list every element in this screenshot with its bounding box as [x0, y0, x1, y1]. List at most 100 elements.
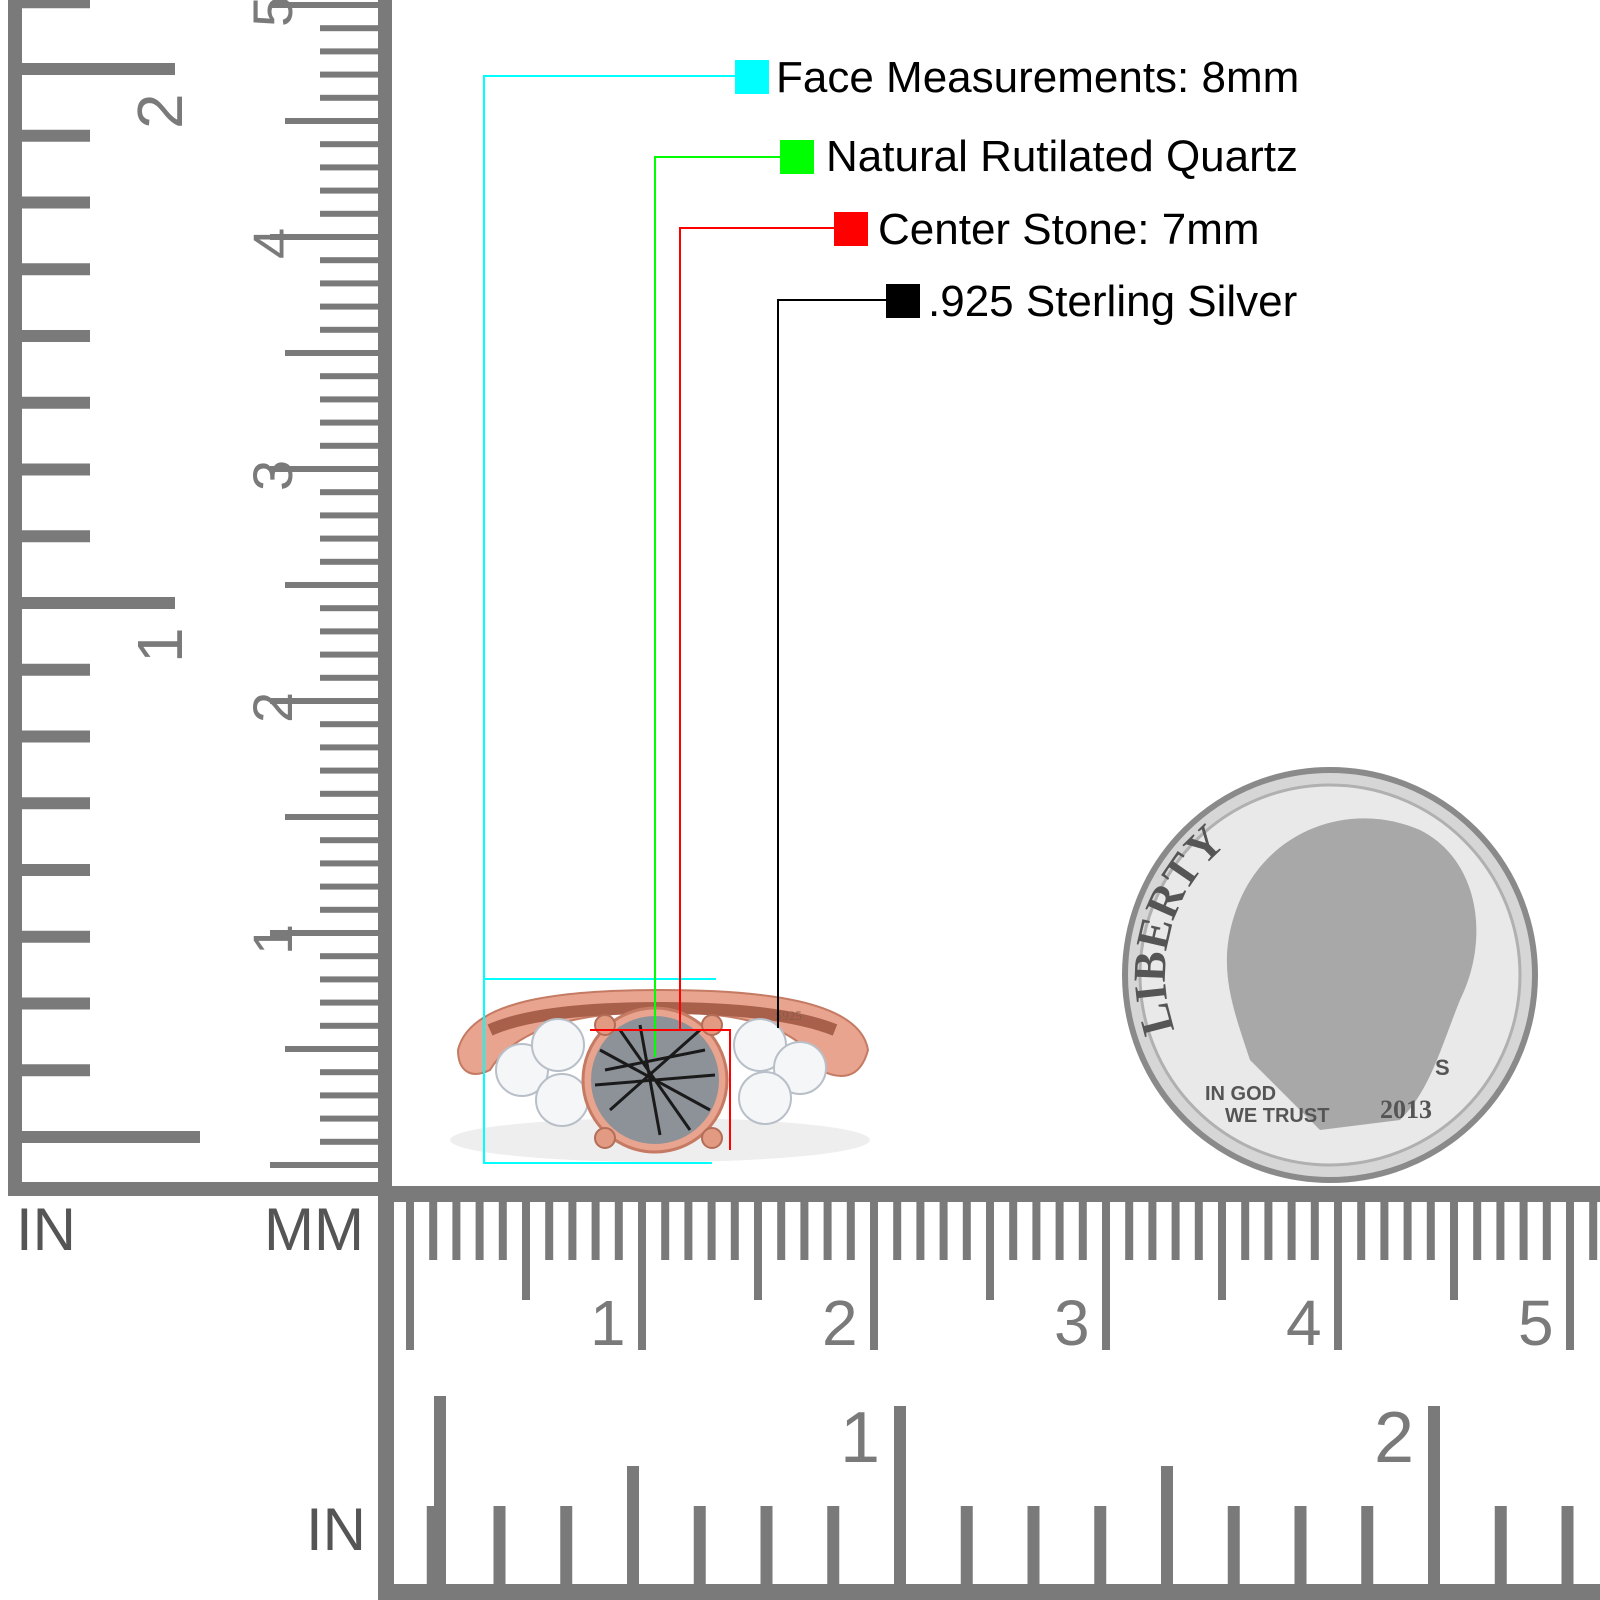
mm-tick — [320, 976, 380, 983]
mm-tick — [320, 419, 380, 426]
cm-label: 1 — [241, 924, 304, 955]
inch-tick — [20, 0, 90, 9]
mm-tick — [320, 48, 380, 55]
legend-swatch — [735, 60, 769, 94]
mm-tick — [1496, 1200, 1505, 1260]
mm-tick — [320, 187, 380, 194]
inch-tick — [1561, 1506, 1574, 1586]
vertical-ruler: 1 2 3 4 5 1 2 — [8, 0, 392, 1196]
mm-tick — [270, 930, 380, 936]
inch-tick — [693, 1506, 706, 1586]
mm-tick — [270, 234, 380, 240]
mm-tick — [320, 512, 380, 519]
mm-tick — [320, 396, 380, 403]
inch-tick — [1227, 1506, 1240, 1586]
legend-metal: .925 Sterling Silver — [928, 277, 1298, 326]
mm-tick — [320, 141, 380, 148]
inch-tick — [20, 196, 90, 209]
horizontal-inch-unit: IN — [306, 1496, 366, 1563]
mm-tick — [614, 1200, 623, 1260]
cm-label: 5 — [241, 0, 304, 27]
inch-tick — [20, 730, 90, 743]
ruler-frame — [8, 0, 22, 1196]
inch-tick — [1161, 1466, 1173, 1586]
mm-tick — [568, 1200, 577, 1260]
mm-tick — [285, 1046, 380, 1052]
legend-swatch — [886, 284, 920, 318]
inch-tick — [20, 597, 175, 609]
inch-tick — [827, 1506, 840, 1586]
inch-tick — [20, 129, 90, 142]
mm-tick — [522, 1200, 530, 1300]
mm-tick — [1055, 1200, 1064, 1260]
mm-tick — [591, 1200, 600, 1260]
side-stones — [495, 1018, 827, 1127]
mm-tick — [320, 257, 380, 264]
inch-tick — [20, 864, 90, 876]
mm-tick — [1078, 1200, 1087, 1260]
mm-tick — [320, 489, 380, 496]
inch-tick — [1428, 1406, 1440, 1586]
mm-tick — [320, 1138, 380, 1145]
mm-tick — [754, 1200, 762, 1300]
ring-stamp: S925 — [775, 1008, 802, 1023]
mm-tick — [320, 605, 380, 612]
mm-tick — [1357, 1200, 1366, 1260]
inch-tick — [20, 396, 90, 409]
mm-tick — [406, 1200, 414, 1350]
mm-tick — [320, 651, 380, 658]
cm-label: 4 — [241, 228, 304, 259]
mm-tick — [320, 790, 380, 797]
legend-swatch — [834, 212, 868, 246]
mm-tick — [320, 906, 380, 913]
mm-tick — [638, 1200, 646, 1350]
mm-tick — [870, 1200, 878, 1350]
inch-label: 2 — [124, 93, 196, 129]
legend-swatches — [735, 60, 920, 318]
inch-tick — [1494, 1506, 1507, 1586]
mm-tick — [1310, 1200, 1319, 1260]
mm-tick — [777, 1200, 786, 1260]
inch-tick — [1027, 1506, 1040, 1586]
inch-tick — [493, 1506, 506, 1586]
mm-tick — [320, 1022, 380, 1029]
coin-year: 2013 — [1380, 1095, 1432, 1124]
cm-label: 2 — [241, 692, 304, 723]
inch-tick — [20, 263, 90, 276]
mm-tick — [1148, 1200, 1157, 1260]
mm-tick — [1380, 1200, 1389, 1260]
mm-tick — [429, 1200, 438, 1260]
mm-tick — [320, 883, 380, 890]
mm-tick — [320, 303, 380, 310]
ruler-frame — [378, 1186, 394, 1600]
mm-tick — [320, 71, 380, 78]
inch-tick — [20, 530, 90, 543]
cm-label: 3 — [1054, 1287, 1090, 1359]
mm-tick — [270, 698, 380, 704]
mm-tick — [320, 280, 380, 287]
inch-label: 1 — [124, 627, 196, 663]
inch-tick — [1294, 1506, 1307, 1586]
inch-label: 1 — [840, 1398, 880, 1478]
mm-tick — [1171, 1200, 1180, 1260]
mm-tick — [320, 767, 380, 774]
mm-tick — [1102, 1200, 1110, 1350]
cm-label: 4 — [1286, 1287, 1322, 1359]
inch-tick — [627, 1466, 639, 1586]
mm-tick — [320, 1115, 380, 1122]
coin-mint-mark: S — [1435, 1055, 1450, 1080]
mm-tick — [1403, 1200, 1412, 1260]
mm-tick — [1334, 1200, 1342, 1350]
legend-center-stone: Center Stone: 7mm — [878, 205, 1260, 254]
mm-tick — [707, 1200, 716, 1260]
mm-tick — [452, 1200, 461, 1260]
inch-tick — [20, 1131, 200, 1143]
mm-tick — [730, 1200, 739, 1260]
mm-tick — [320, 953, 380, 960]
mm-tick — [800, 1200, 809, 1260]
mm-tick — [320, 326, 380, 333]
dime-coin: LIBERTY IN GOD WE TRUST 2013 S — [1122, 767, 1538, 1183]
cm-label: 1 — [590, 1287, 626, 1359]
inch-tick — [1094, 1506, 1107, 1586]
